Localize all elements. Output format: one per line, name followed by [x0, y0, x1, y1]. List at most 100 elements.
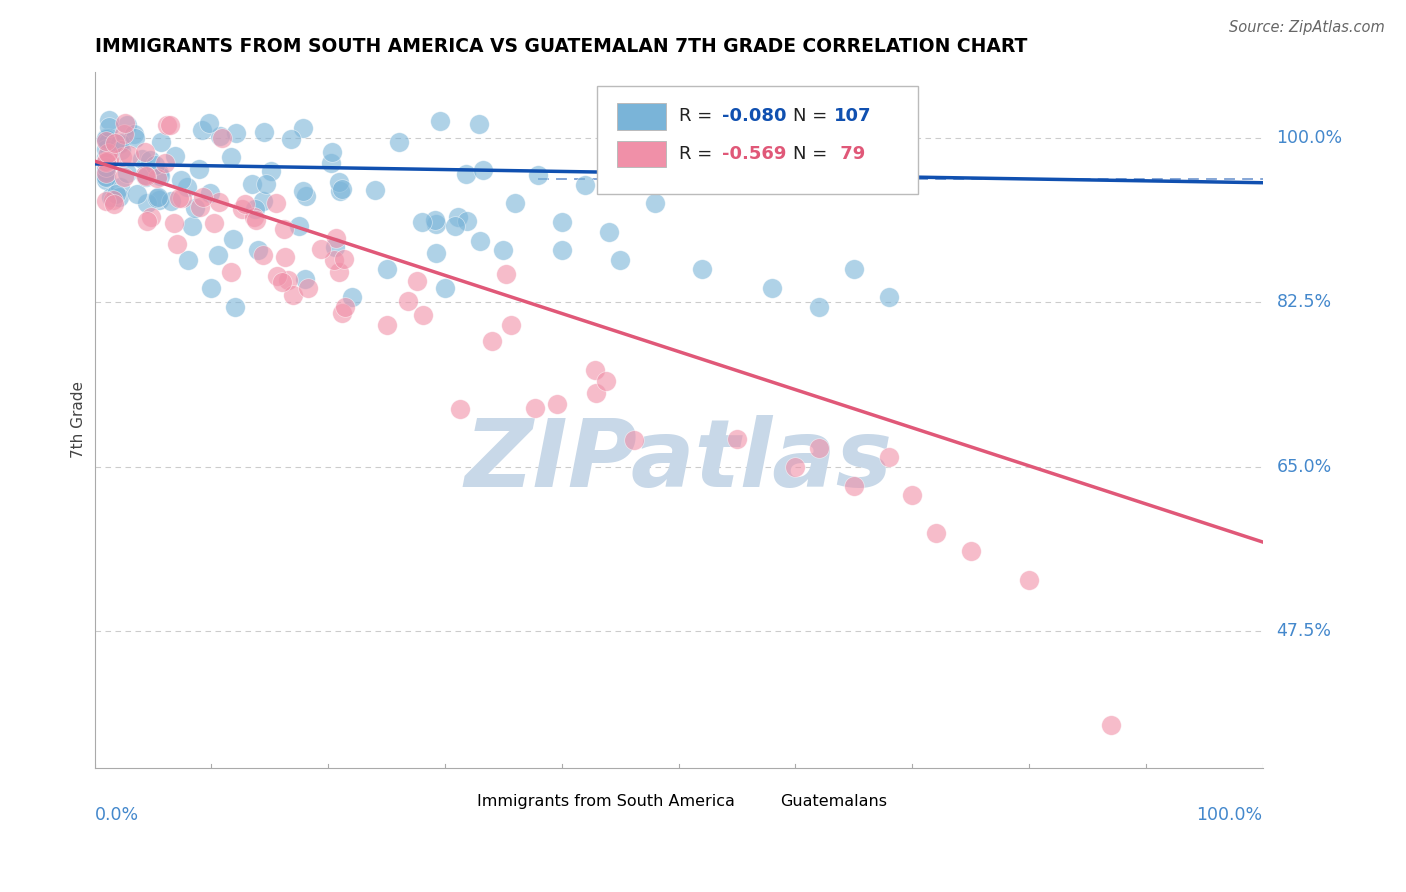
Point — [233, 197, 256, 211]
Point — [97, 131, 120, 145]
Point — [364, 183, 387, 197]
Point — [447, 211, 470, 225]
Point — [115, 166, 138, 180]
Point — [294, 189, 316, 203]
Point — [425, 245, 447, 260]
Point — [252, 248, 274, 262]
Text: 107: 107 — [834, 107, 872, 125]
Point — [200, 186, 222, 201]
Point — [188, 200, 211, 214]
Point — [842, 478, 865, 492]
Point — [96, 163, 118, 178]
Point — [165, 149, 187, 163]
Point — [134, 168, 156, 182]
Point — [252, 194, 274, 209]
Point — [135, 169, 157, 184]
Point — [495, 267, 517, 281]
Point — [1018, 573, 1040, 587]
Point — [254, 178, 277, 192]
Point — [323, 240, 346, 254]
FancyBboxPatch shape — [617, 103, 665, 129]
Point — [224, 300, 246, 314]
Point — [274, 251, 297, 265]
Point — [159, 118, 181, 132]
Point — [219, 150, 242, 164]
Point — [725, 432, 748, 446]
Point — [135, 196, 157, 211]
Point — [208, 128, 231, 143]
Point — [959, 544, 981, 558]
Y-axis label: 7th Grade: 7th Grade — [72, 381, 86, 458]
Point — [98, 144, 121, 158]
Point — [454, 167, 477, 181]
Point — [193, 190, 215, 204]
Point — [200, 281, 222, 295]
Point — [180, 219, 202, 233]
Point — [97, 146, 120, 161]
Point — [443, 219, 465, 233]
Text: N =: N = — [793, 107, 832, 125]
Text: 0.0%: 0.0% — [94, 806, 139, 824]
Point — [107, 190, 129, 204]
Point — [96, 166, 118, 180]
Text: N =: N = — [793, 145, 832, 163]
Point — [242, 177, 264, 191]
Text: Source: ZipAtlas.com: Source: ZipAtlas.com — [1229, 20, 1385, 35]
Point — [117, 119, 139, 133]
Point — [1099, 718, 1122, 732]
Point — [148, 190, 170, 204]
Point — [112, 127, 135, 141]
Point — [328, 175, 350, 189]
Point — [807, 441, 830, 455]
Point — [456, 213, 478, 227]
Point — [184, 201, 207, 215]
Point — [277, 273, 299, 287]
Point — [388, 135, 411, 149]
Point — [100, 190, 122, 204]
FancyBboxPatch shape — [742, 791, 770, 811]
Point — [375, 318, 398, 332]
Point — [527, 168, 550, 182]
Point — [333, 301, 356, 315]
Point — [131, 152, 153, 166]
Text: 100.0%: 100.0% — [1277, 128, 1343, 146]
Point — [761, 281, 783, 295]
Point — [146, 191, 169, 205]
Point — [107, 136, 129, 151]
Point — [207, 247, 229, 261]
Point — [807, 300, 830, 314]
Point — [104, 187, 127, 202]
Point — [243, 202, 266, 216]
Text: 79: 79 — [834, 145, 865, 163]
Text: -0.080: -0.080 — [721, 107, 786, 125]
Point — [429, 113, 451, 128]
Point — [96, 151, 118, 165]
Point — [97, 135, 120, 149]
Point — [156, 118, 179, 132]
Point — [148, 193, 170, 207]
Point — [551, 215, 574, 229]
Point — [222, 232, 245, 246]
Point — [264, 195, 287, 210]
Point — [211, 130, 233, 145]
Point — [472, 163, 495, 178]
Point — [785, 459, 807, 474]
Point — [330, 182, 353, 196]
Text: R =: R = — [679, 107, 717, 125]
Point — [225, 126, 247, 140]
Point — [423, 212, 446, 227]
Point — [396, 294, 419, 309]
Point — [503, 196, 526, 211]
Text: ZIPatlas: ZIPatlas — [464, 416, 893, 508]
Point — [291, 184, 314, 198]
Text: 47.5%: 47.5% — [1277, 623, 1331, 640]
Point — [136, 213, 159, 227]
Point — [406, 274, 429, 288]
Point — [231, 202, 253, 217]
Text: 82.5%: 82.5% — [1277, 293, 1331, 311]
Point — [148, 166, 170, 180]
Point — [104, 136, 127, 151]
Point — [877, 450, 900, 465]
Point — [412, 308, 434, 322]
Text: IMMIGRANTS FROM SOUTH AMERICA VS GUATEMALAN 7TH GRADE CORRELATION CHART: IMMIGRANTS FROM SOUTH AMERICA VS GUATEMA… — [94, 37, 1026, 56]
